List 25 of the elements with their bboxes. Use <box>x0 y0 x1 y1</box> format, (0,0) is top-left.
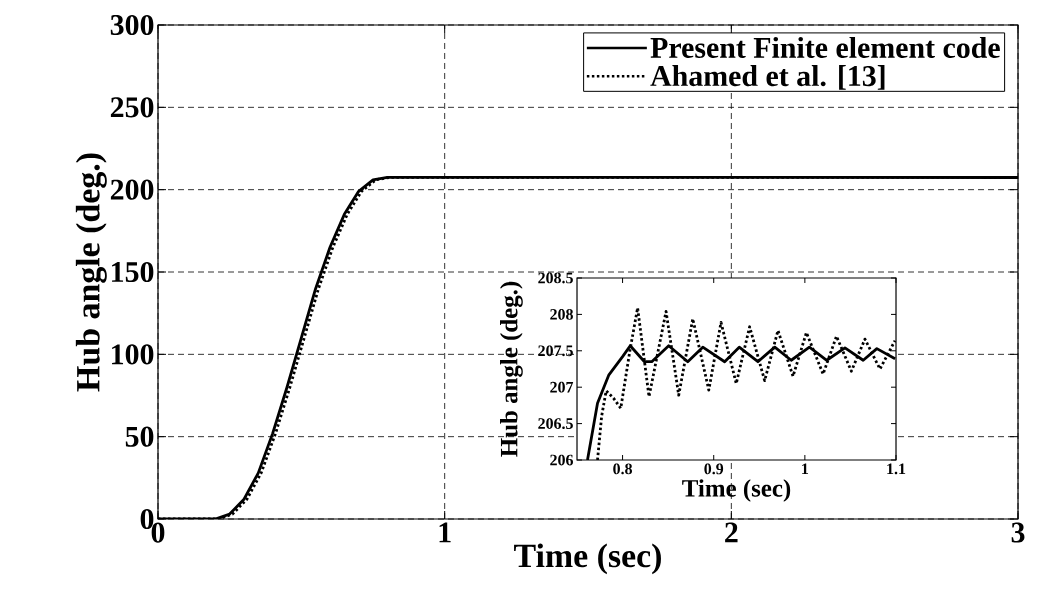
y-tick-label: 207.5 <box>538 345 573 357</box>
y-tick-label: 300 <box>110 14 154 36</box>
x-tick-label: 1.1 <box>887 463 906 475</box>
y-tick-label: 50 <box>125 426 154 447</box>
x-tick-label: 3 <box>1011 522 1025 543</box>
y-tick-label: 207 <box>550 381 574 393</box>
y-tick-label: 206 <box>550 454 574 466</box>
x-tick-label: 0.8 <box>613 463 633 475</box>
y-tick-label: 208.5 <box>538 272 573 284</box>
y-tick-label: 206.5 <box>538 418 573 429</box>
x-tick-label: 2 <box>725 522 738 543</box>
x-tick-label: 1 <box>802 463 809 475</box>
y-tick-label: 250 <box>110 97 154 118</box>
y-tick-label: 100 <box>112 344 154 365</box>
y-axis-title: Hub angle (deg.) <box>75 153 107 392</box>
legend-label: Ahamed et al. [13] <box>650 65 885 90</box>
x-tick-label: 1 <box>439 522 451 543</box>
legend-label: Present Finite element code <box>650 36 1000 58</box>
y-tick-label: 208 <box>550 309 573 320</box>
x-tick-label: 0.9 <box>704 463 724 475</box>
y-tick-label: 150 <box>112 261 154 283</box>
y-tick-label: 200 <box>110 179 154 200</box>
y-axis-title: Hub angle (deg.) <box>500 281 523 457</box>
x-axis-title: Time (sec) <box>514 543 661 575</box>
x-axis-title: Time (sec) <box>682 479 791 502</box>
